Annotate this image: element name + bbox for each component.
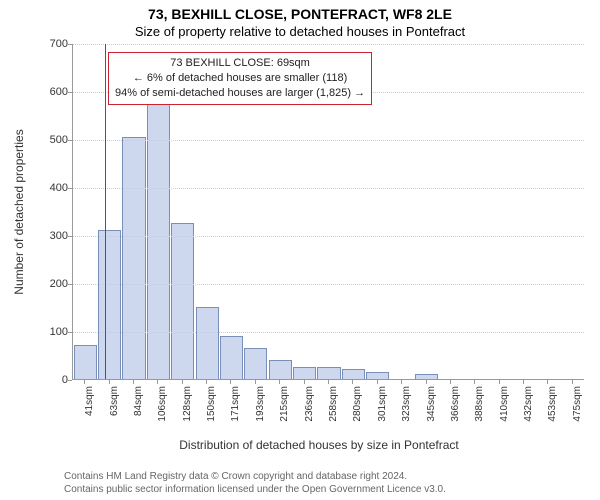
y-tick-mark — [68, 140, 72, 141]
x-tick-mark — [352, 380, 353, 384]
x-tick-mark — [499, 380, 500, 384]
footer-line-1: Contains HM Land Registry data © Crown c… — [64, 470, 446, 483]
x-tick-mark — [230, 380, 231, 384]
y-tick-mark — [68, 380, 72, 381]
x-tick-mark — [206, 380, 207, 384]
x-tick-label: 193sqm — [255, 386, 266, 426]
y-tick-label: 300 — [34, 230, 68, 242]
annotation-box: 73 BEXHILL CLOSE: 69sqm ← 6% of detached… — [108, 52, 372, 105]
x-tick-mark — [84, 380, 85, 384]
y-tick-label: 200 — [34, 278, 68, 290]
histogram-bar — [74, 345, 97, 379]
x-tick-mark — [133, 380, 134, 384]
x-tick-label: 171sqm — [230, 386, 241, 426]
histogram-bar — [122, 137, 145, 379]
x-tick-label: 106sqm — [157, 386, 168, 426]
y-tick-label: 0 — [34, 374, 68, 386]
y-tick-label: 400 — [34, 182, 68, 194]
x-tick-mark — [328, 380, 329, 384]
x-tick-label: 366sqm — [450, 386, 461, 426]
x-tick-label: 63sqm — [109, 386, 120, 426]
annotation-line-3: 94% of semi-detached houses are larger (… — [115, 86, 365, 101]
histogram-bar — [244, 348, 267, 379]
x-tick-label: 128sqm — [182, 386, 193, 426]
x-tick-label: 345sqm — [426, 386, 437, 426]
x-tick-label: 301sqm — [377, 386, 388, 426]
y-tick-mark — [68, 188, 72, 189]
page-title: 73, BEXHILL CLOSE, PONTEFRACT, WF8 2LE — [0, 0, 600, 22]
x-tick-mark — [255, 380, 256, 384]
x-tick-label: 323sqm — [401, 386, 412, 426]
y-axis-label: Number of detached properties — [12, 129, 26, 294]
x-tick-label: 84sqm — [133, 386, 144, 426]
property-marker-line — [105, 44, 106, 379]
y-tick-label: 600 — [34, 86, 68, 98]
y-tick-mark — [68, 284, 72, 285]
histogram-bar — [147, 103, 170, 379]
x-tick-label: 453sqm — [547, 386, 558, 426]
y-tick-mark — [68, 332, 72, 333]
histogram-bar — [269, 360, 292, 379]
histogram-bar — [171, 223, 194, 379]
histogram-bar — [317, 367, 340, 379]
histogram-bar — [415, 374, 438, 379]
x-tick-mark — [523, 380, 524, 384]
x-tick-mark — [547, 380, 548, 384]
x-tick-mark — [450, 380, 451, 384]
y-tick-label: 700 — [34, 38, 68, 50]
x-tick-label: 41sqm — [84, 386, 95, 426]
histogram-bar — [366, 372, 389, 379]
histogram-bar — [293, 367, 316, 379]
x-tick-label: 280sqm — [352, 386, 363, 426]
x-tick-label: 388sqm — [474, 386, 485, 426]
y-tick-mark — [68, 44, 72, 45]
x-tick-label: 410sqm — [499, 386, 510, 426]
x-tick-mark — [182, 380, 183, 384]
x-tick-mark — [401, 380, 402, 384]
x-tick-label: 150sqm — [206, 386, 217, 426]
page-subtitle: Size of property relative to detached ho… — [0, 22, 600, 39]
x-tick-label: 432sqm — [523, 386, 534, 426]
gridline — [73, 284, 584, 285]
x-tick-mark — [474, 380, 475, 384]
gridline — [73, 332, 584, 333]
x-tick-label: 258sqm — [328, 386, 339, 426]
gridline — [73, 44, 584, 45]
x-tick-mark — [157, 380, 158, 384]
x-tick-label: 215sqm — [279, 386, 290, 426]
y-tick-mark — [68, 236, 72, 237]
histogram-bar — [98, 230, 121, 379]
annotation-line-1: 73 BEXHILL CLOSE: 69sqm — [115, 56, 365, 71]
x-tick-mark — [279, 380, 280, 384]
y-tick-label: 100 — [34, 326, 68, 338]
y-tick-mark — [68, 92, 72, 93]
x-tick-mark — [109, 380, 110, 384]
footer-credits: Contains HM Land Registry data © Crown c… — [64, 470, 446, 496]
gridline — [73, 140, 584, 141]
footer-line-2: Contains public sector information licen… — [64, 483, 446, 496]
annotation-line-2: ← 6% of detached houses are smaller (118… — [115, 71, 365, 86]
gridline — [73, 188, 584, 189]
histogram-bar — [220, 336, 243, 379]
x-tick-mark — [572, 380, 573, 384]
x-tick-label: 236sqm — [304, 386, 315, 426]
histogram-bar — [342, 369, 365, 379]
x-tick-mark — [426, 380, 427, 384]
histogram-bar — [196, 307, 219, 379]
y-tick-label: 500 — [34, 134, 68, 146]
gridline — [73, 236, 584, 237]
x-tick-mark — [304, 380, 305, 384]
x-axis-label: Distribution of detached houses by size … — [54, 438, 584, 452]
x-tick-mark — [377, 380, 378, 384]
x-tick-label: 475sqm — [572, 386, 583, 426]
